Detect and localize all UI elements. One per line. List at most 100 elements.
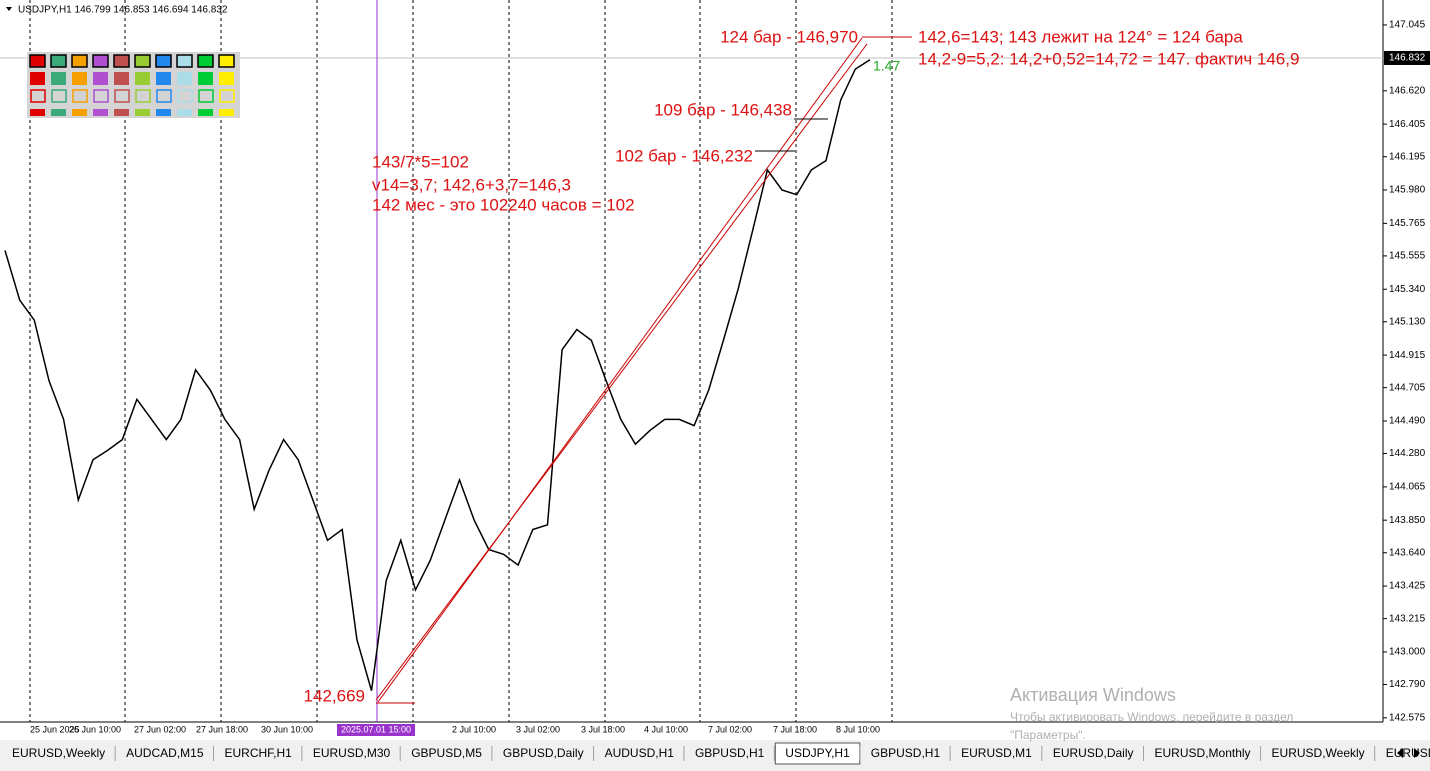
trend-line — [377, 37, 863, 703]
y-tick-label: 146.405 — [1389, 119, 1426, 130]
tab[interactable] — [860, 743, 951, 764]
tab-label[interactable]: EURUSD,Weekly — [12, 746, 105, 760]
current-price-box — [1384, 50, 1430, 65]
y-tick-label: 142.790 — [1389, 679, 1426, 690]
y-tick-label: 142.575 — [1389, 712, 1426, 723]
palette-swatch[interactable] — [177, 109, 192, 116]
highlight-time: 2025.07.01 15:00 — [341, 724, 411, 734]
x-tick-label: 3 Jul 02:00 — [516, 724, 560, 734]
palette-swatch[interactable] — [135, 72, 150, 85]
palette-swatch[interactable] — [51, 72, 66, 85]
watermark-text: "Параметры". — [1010, 728, 1086, 742]
tab-label[interactable]: GBPUSD,H1 — [695, 746, 765, 760]
palette-swatch[interactable] — [50, 54, 67, 68]
tab[interactable] — [2, 743, 116, 764]
tab[interactable] — [401, 743, 492, 764]
palette-swatch[interactable] — [198, 89, 214, 103]
x-tick-label: 8 Jul 10:00 — [836, 724, 880, 734]
tab[interactable] — [116, 743, 214, 764]
x-tick-label: 25 Jun 2025 — [30, 724, 80, 734]
annotation: 142,669 — [304, 686, 365, 705]
palette-swatch[interactable] — [135, 89, 151, 103]
palette-swatch[interactable] — [176, 54, 193, 68]
palette-swatch[interactable] — [92, 54, 109, 68]
palette-swatch[interactable] — [72, 109, 87, 116]
chart-header: USDJPY,H1 146.799 146.853 146.694 146.83… — [18, 5, 228, 16]
x-tick-label: 3 Jul 18:00 — [581, 724, 625, 734]
palette-swatch[interactable] — [198, 109, 213, 116]
tab-label[interactable]: EURUSD,Daily — [1386, 746, 1430, 760]
x-tick-label: 7 Jul 18:00 — [773, 724, 817, 734]
price-line — [4, 59, 871, 691]
tab-label[interactable]: AUDUSD,H1 — [605, 746, 675, 760]
palette-swatch[interactable] — [177, 89, 193, 103]
indicator-value: 1.47 — [873, 58, 900, 74]
annotation: 142,6=143; 143 лежит на 124° = 124 бара — [918, 27, 1243, 46]
palette-swatch[interactable] — [219, 109, 234, 116]
palette-swatch[interactable] — [114, 72, 129, 85]
tab-label[interactable]: GBPUSD,Daily — [503, 746, 584, 760]
palette-swatch[interactable] — [71, 54, 88, 68]
tab[interactable] — [214, 743, 302, 764]
tab-label[interactable]: EURUSD,Monthly — [1155, 746, 1251, 760]
palette-swatch[interactable] — [93, 89, 109, 103]
tab-label[interactable]: EURUSD,Daily — [1053, 746, 1134, 760]
tab-label[interactable]: AUDCAD,M15 — [126, 746, 204, 760]
palette-swatch[interactable] — [197, 54, 214, 68]
tab[interactable] — [302, 743, 401, 764]
tab[interactable] — [1042, 743, 1144, 764]
palette-swatch[interactable] — [29, 54, 46, 68]
palette-swatch[interactable] — [114, 109, 129, 116]
palette-swatch[interactable] — [218, 54, 235, 68]
palette-swatch[interactable] — [114, 89, 130, 103]
palette-swatch[interactable] — [51, 109, 66, 116]
palette-swatch[interactable] — [113, 54, 130, 68]
tab-scroll[interactable] — [1397, 748, 1420, 758]
annotation: 109 бар - 146,438 — [654, 100, 792, 119]
header-arrow — [6, 7, 12, 11]
palette-swatch[interactable] — [72, 72, 87, 85]
tab-label[interactable]: GBPUSD,M5 — [411, 746, 482, 760]
palette-swatch[interactable] — [135, 109, 150, 116]
tab[interactable] — [684, 743, 775, 764]
tab-label[interactable]: USDJPY,H1 — [785, 746, 850, 760]
tab-label[interactable]: EURUSD,M30 — [313, 746, 391, 760]
y-tick-label: 143.215 — [1389, 613, 1426, 624]
trend-line — [375, 43, 868, 701]
annotation: 142 мес - это 102240 часов = 102 — [372, 195, 635, 214]
tab[interactable] — [1144, 743, 1261, 764]
palette-swatch[interactable] — [93, 109, 108, 116]
palette-swatch[interactable] — [155, 54, 172, 68]
tab-label[interactable]: EURUSD,M1 — [961, 746, 1032, 760]
palette-swatch[interactable] — [93, 72, 108, 85]
palette-swatch[interactable] — [156, 109, 171, 116]
palette-swatch[interactable] — [156, 89, 172, 103]
palette-swatch[interactable] — [30, 109, 45, 116]
highlight-time-box — [337, 724, 415, 736]
x-tick-label: 27 Jun 18:00 — [196, 724, 248, 734]
y-tick-label: 144.915 — [1389, 350, 1426, 361]
tab-label[interactable]: EURUSD,Weekly — [1272, 746, 1365, 760]
palette-swatch[interactable] — [51, 89, 67, 103]
tab-label[interactable]: GBPUSD,H1 — [871, 746, 941, 760]
palette-swatch[interactable] — [30, 89, 46, 103]
palette-swatch[interactable] — [134, 54, 151, 68]
x-tick-label: 2 Jul 10:00 — [452, 724, 496, 734]
x-tick-label: 27 Jun 02:00 — [134, 724, 186, 734]
tab[interactable] — [951, 743, 1042, 764]
palette-swatch[interactable] — [156, 72, 171, 85]
tab[interactable] — [492, 743, 594, 764]
palette-swatch[interactable] — [198, 72, 213, 85]
y-tick-label: 143.000 — [1389, 647, 1426, 658]
x-tick-label: 30 Jun 10:00 — [261, 724, 313, 734]
tab[interactable] — [1261, 743, 1375, 764]
palette-swatch[interactable] — [219, 89, 235, 103]
watermark-text: Чтобы активировать Windows, перейдите в … — [1010, 710, 1293, 724]
tab-label[interactable]: EURCHF,H1 — [225, 746, 293, 760]
palette-swatch[interactable] — [177, 72, 192, 85]
palette-swatch[interactable] — [30, 72, 45, 85]
palette-swatch[interactable] — [72, 89, 88, 103]
tab[interactable] — [594, 743, 684, 764]
y-tick-label: 146.195 — [1389, 151, 1426, 162]
palette-swatch[interactable] — [219, 72, 234, 85]
